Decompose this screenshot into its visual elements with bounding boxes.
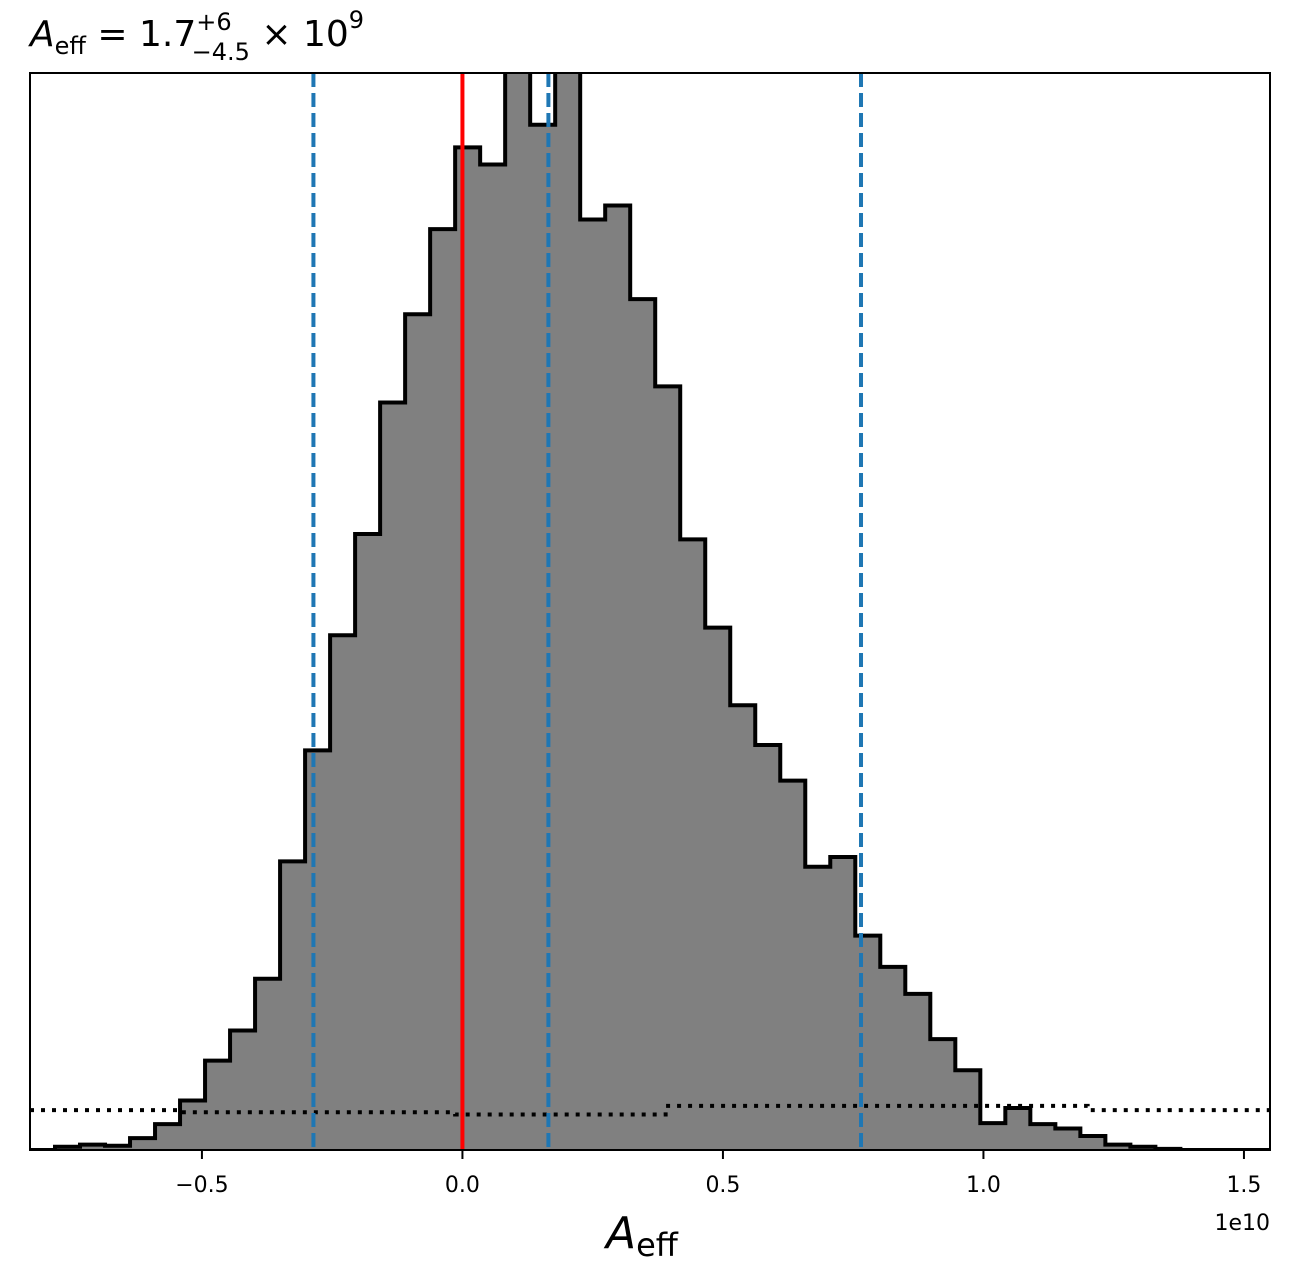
plot-content [30,73,1270,1150]
histogram-bar [1080,1135,1106,1150]
histogram-bar [630,299,656,1150]
xlabel-symbol: A [603,1208,636,1259]
histogram-bar [980,1123,1006,1150]
histogram-bar [505,73,531,1150]
histogram-bar [105,1145,131,1150]
histogram-bar [355,533,381,1150]
histogram-bar [705,627,731,1150]
histogram-bars [55,73,1181,1150]
histogram-bar [380,402,406,1150]
histogram-outline [30,73,1270,1150]
title-exponent: 9 [349,6,364,34]
x-tick-label: 0.0 [445,1173,480,1198]
histogram-bar [430,229,456,1150]
histogram-bar [1030,1124,1056,1150]
histogram-bar [1105,1144,1131,1150]
histogram-bar [405,314,431,1150]
histogram-bar [205,1060,231,1150]
histogram-bar [80,1144,106,1150]
histogram-bar [1055,1128,1081,1150]
histogram-bar [330,635,356,1150]
histogram-bar [280,861,306,1150]
histogram-bar [805,866,831,1150]
histogram-bar [305,750,331,1150]
x-tick-label: −0.5 [175,1173,228,1198]
title-upper-error: +6 [196,8,231,36]
title-symbol: A [28,14,55,55]
histogram-bar [680,539,706,1150]
histogram-bar [955,1070,981,1150]
histogram-bar [580,219,606,1150]
histogram-bar [1005,1107,1031,1150]
title-equals: = 1.7 [86,14,196,55]
plot-frame [29,72,1271,1151]
x-tick-label: 0.5 [705,1173,740,1198]
histogram-bar [455,147,481,1150]
histogram-bar [530,124,556,1150]
x-tick-label: 1.5 [1226,1173,1261,1198]
histogram-bar [655,386,681,1150]
histogram-bar [905,993,931,1150]
histogram-bar [780,780,806,1150]
x-axis-label: Aeff [603,1208,679,1264]
histogram-bar [180,1100,206,1150]
histogram-bar [605,205,631,1150]
histogram-bar [930,1039,956,1150]
histogram-bar [255,978,281,1150]
histogram-bar [555,73,581,1150]
x-offset-label: 1e10 [1214,1211,1270,1236]
title-subscript: eff [55,32,87,60]
x-tick-label: 1.0 [966,1173,1001,1198]
histogram-bar [480,164,506,1150]
histogram-bar [830,857,856,1150]
x-axis-ticks: −0.5 0.0 0.5 1.0 1.5 [175,1150,1261,1198]
histogram-bar [730,705,756,1150]
histogram-bar [755,745,781,1150]
histogram-bar [155,1124,181,1150]
histogram-bar [230,1030,256,1150]
histogram-bar [130,1138,156,1150]
chart-title: Aeff = 1.7+6 −4.5 × 109 [28,6,364,66]
reference-lines [311,73,864,1150]
xlabel-subscript: eff [636,1226,679,1264]
title-lower-error: −4.5 [192,38,250,66]
title-times: × 10 [250,14,349,55]
histogram-bar [880,966,906,1150]
